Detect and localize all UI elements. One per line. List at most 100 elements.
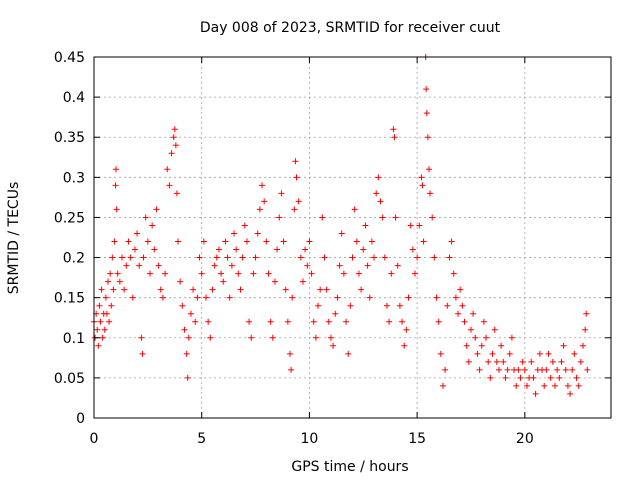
data-point <box>381 254 388 261</box>
data-point <box>583 310 590 317</box>
data-point <box>203 294 210 301</box>
data-point <box>362 222 369 229</box>
data-point <box>259 182 266 189</box>
data-point <box>564 382 571 389</box>
data-point <box>127 254 134 261</box>
data-point <box>364 262 371 269</box>
data-point <box>162 270 169 277</box>
data-point <box>306 238 313 245</box>
data-point <box>125 238 132 245</box>
data-point <box>446 254 453 261</box>
x-tick-label: 0 <box>90 431 99 447</box>
data-point <box>116 278 123 285</box>
data-point <box>414 254 421 261</box>
data-point <box>287 350 294 357</box>
data-point <box>584 366 591 373</box>
data-point <box>105 278 112 285</box>
chart-title: Day 008 of 2023, SRMTID for receiver cuu… <box>200 20 501 36</box>
data-point <box>554 366 561 373</box>
data-point <box>269 334 276 341</box>
data-point <box>345 350 352 357</box>
data-point <box>427 190 434 197</box>
data-point <box>181 326 188 333</box>
data-point <box>317 286 324 293</box>
data-point <box>480 318 487 325</box>
data-point <box>183 350 190 357</box>
data-point <box>409 246 416 253</box>
data-point <box>171 126 178 133</box>
y-tick-label: 0.2 <box>63 251 85 267</box>
data-point <box>237 286 244 293</box>
data-point <box>545 350 552 357</box>
data-point <box>119 254 126 261</box>
data-point <box>106 318 113 325</box>
data-point <box>423 110 430 117</box>
data-point <box>228 262 235 269</box>
data-point <box>360 246 367 253</box>
data-point <box>321 254 328 261</box>
data-point <box>351 206 358 213</box>
data-point <box>159 294 166 301</box>
data-point <box>513 382 520 389</box>
y-tick-label: 0.4 <box>63 90 85 106</box>
data-point <box>411 270 418 277</box>
data-point <box>248 334 255 341</box>
data-point <box>263 238 270 245</box>
data-point <box>416 222 423 229</box>
y-tick-label: 0.35 <box>54 130 85 146</box>
data-point <box>226 294 233 301</box>
data-point <box>218 270 225 277</box>
data-points <box>91 54 591 397</box>
data-point <box>461 318 468 325</box>
data-point <box>99 334 106 341</box>
data-point <box>261 198 268 205</box>
data-point <box>407 222 414 229</box>
data-point <box>198 270 205 277</box>
data-point <box>323 286 330 293</box>
data-point <box>131 246 138 253</box>
y-tick-label: 0 <box>76 411 85 427</box>
data-point <box>185 334 192 341</box>
data-point <box>347 302 354 309</box>
data-point <box>222 238 229 245</box>
data-point <box>470 310 477 317</box>
data-point <box>194 294 201 301</box>
data-point <box>571 350 578 357</box>
data-point <box>315 302 322 309</box>
data-point <box>308 270 315 277</box>
data-point <box>302 246 309 253</box>
data-point <box>515 366 522 373</box>
axis-ticks <box>93 56 611 419</box>
data-point <box>102 294 109 301</box>
data-point <box>500 358 507 365</box>
data-point <box>506 350 513 357</box>
data-point <box>129 294 136 301</box>
data-point <box>96 302 103 309</box>
data-point <box>284 318 291 325</box>
data-point <box>419 182 426 189</box>
data-point <box>267 318 274 325</box>
data-point <box>101 326 108 333</box>
data-point <box>521 366 528 373</box>
data-point <box>551 382 558 389</box>
y-tick-label: 0.3 <box>63 170 85 186</box>
data-point <box>207 334 214 341</box>
data-point <box>472 334 479 341</box>
data-point <box>424 134 431 141</box>
data-point <box>170 134 177 141</box>
y-axis-label: SRMTID / TECUs <box>6 182 22 295</box>
data-point <box>519 358 526 365</box>
data-point <box>403 326 410 333</box>
data-point <box>209 286 216 293</box>
data-point <box>558 358 565 365</box>
data-point <box>431 254 438 261</box>
data-point <box>134 230 141 237</box>
data-point <box>485 358 492 365</box>
data-point <box>368 238 375 245</box>
data-point <box>463 342 470 349</box>
data-point <box>271 278 278 285</box>
data-point <box>392 214 399 221</box>
x-axis-tick-labels: 0 5 10 15 20 <box>90 431 534 447</box>
data-point <box>166 182 173 189</box>
